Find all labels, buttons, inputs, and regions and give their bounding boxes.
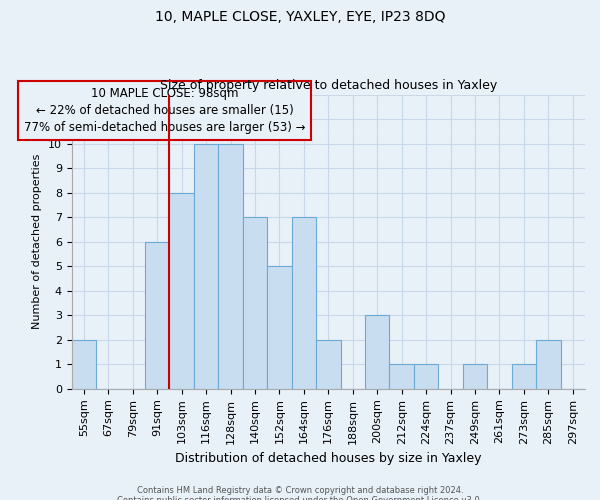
Bar [292,217,316,389]
Bar [71,340,96,389]
Bar [365,316,389,389]
Bar [463,364,487,389]
Bar [536,340,560,389]
Bar [316,340,341,389]
Text: Contains HM Land Registry data © Crown copyright and database right 2024.: Contains HM Land Registry data © Crown c… [137,486,463,495]
Bar [512,364,536,389]
Text: 10, MAPLE CLOSE, YAXLEY, EYE, IP23 8DQ: 10, MAPLE CLOSE, YAXLEY, EYE, IP23 8DQ [155,10,445,24]
Text: Contains public sector information licensed under the Open Government Licence v3: Contains public sector information licen… [118,496,482,500]
Bar [194,144,218,389]
Y-axis label: Number of detached properties: Number of detached properties [32,154,42,330]
Bar [169,192,194,389]
Bar [267,266,292,389]
Title: Size of property relative to detached houses in Yaxley: Size of property relative to detached ho… [160,79,497,92]
Text: 10 MAPLE CLOSE: 98sqm
← 22% of detached houses are smaller (15)
77% of semi-deta: 10 MAPLE CLOSE: 98sqm ← 22% of detached … [24,87,305,134]
X-axis label: Distribution of detached houses by size in Yaxley: Distribution of detached houses by size … [175,452,482,465]
Bar [243,217,267,389]
Bar [389,364,414,389]
Bar [414,364,439,389]
Bar [218,144,243,389]
Bar [145,242,169,389]
